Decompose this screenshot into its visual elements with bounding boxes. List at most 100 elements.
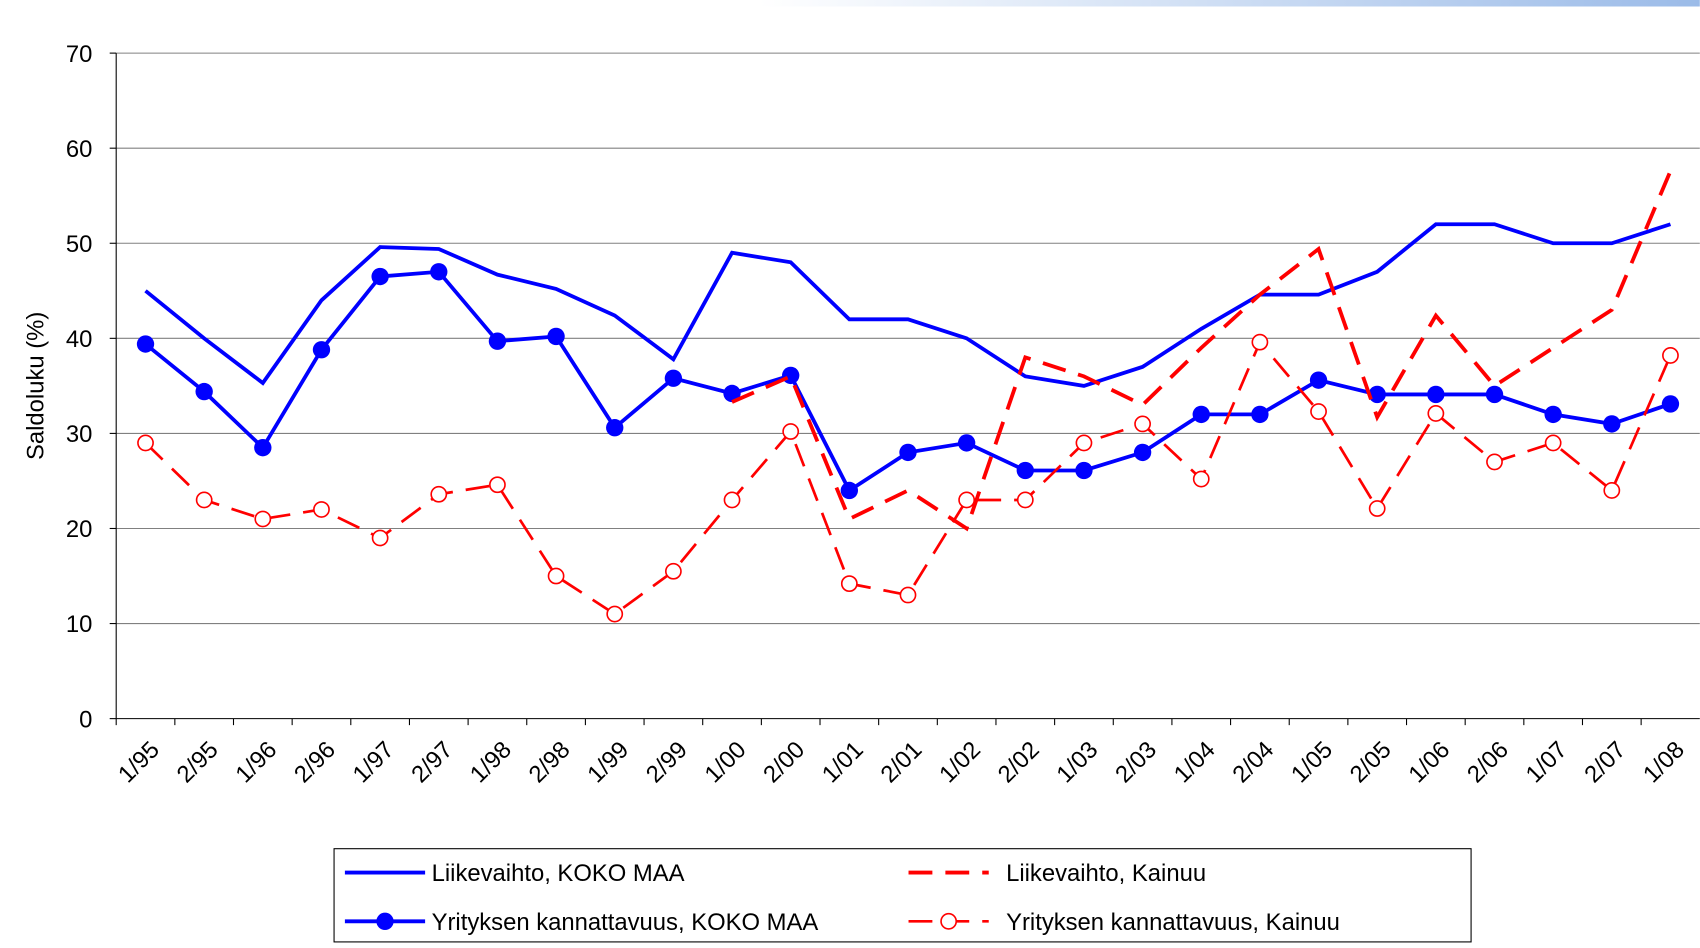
x-tick-label: 1/06	[1403, 736, 1455, 788]
y-tick-label: 70	[66, 41, 93, 68]
x-tick-label: 1/05	[1286, 736, 1338, 788]
marker	[1251, 405, 1269, 424]
y-tick-label: 40	[66, 326, 93, 353]
marker	[1368, 500, 1386, 517]
x-tick-label: 1/04	[1169, 736, 1221, 788]
marker	[488, 332, 507, 350]
marker	[1603, 415, 1621, 433]
marker	[313, 501, 330, 518]
series-line	[144, 222, 1672, 388]
marker	[195, 382, 213, 401]
legend-label: Yrityksen kannattavuus, Kainuu	[1006, 909, 1340, 936]
marker	[1251, 333, 1269, 351]
legend-label: Liikevaihto, Kainuu	[1006, 860, 1206, 887]
x-tick-label: 2/04	[1227, 736, 1279, 788]
marker	[371, 267, 389, 286]
x-tick-label: 1/98	[465, 736, 517, 788]
marker	[1192, 470, 1210, 488]
marker	[376, 912, 394, 930]
marker	[195, 491, 213, 509]
x-tick-label: 1/97	[348, 736, 400, 788]
marker	[1603, 482, 1621, 499]
y-axis-label: Saldoluku (%)	[23, 312, 50, 460]
marker	[371, 529, 389, 547]
x-tick-label: 1/03	[1051, 736, 1103, 788]
marker	[899, 586, 917, 604]
marker	[606, 419, 624, 437]
x-tick-label: 1/07	[1521, 736, 1573, 788]
x-tick-label: 2/01	[876, 736, 928, 788]
marker	[254, 438, 272, 457]
marker	[782, 423, 800, 440]
marker	[1309, 371, 1328, 389]
y-tick-label: 30	[66, 421, 93, 448]
x-tick-label: 2/06	[1462, 736, 1514, 788]
marker	[1192, 405, 1210, 424]
marker	[1427, 405, 1445, 422]
marker	[1133, 443, 1152, 462]
marker	[1075, 461, 1093, 480]
marker	[1427, 385, 1445, 404]
x-tick-label: 2/95	[172, 736, 224, 788]
marker	[723, 491, 741, 509]
series-line	[731, 170, 1673, 532]
x-tick-label: 2/02	[993, 736, 1045, 788]
marker	[1544, 434, 1562, 452]
marker	[1661, 395, 1680, 413]
x-tick-label: 1/02	[934, 736, 986, 788]
legend-label: Yrityksen kannattavuus, KOKO MAA	[432, 909, 819, 936]
x-tick-label: 1/01	[817, 736, 869, 788]
x-tick-label: 2/03	[1110, 736, 1162, 788]
decor-bar	[758, 0, 1700, 7]
marker	[606, 605, 624, 623]
marker	[254, 510, 272, 528]
marker	[1662, 347, 1679, 364]
legend	[333, 848, 1472, 943]
x-tick-label: 2/05	[1345, 736, 1397, 788]
marker	[1368, 385, 1386, 404]
marker	[840, 575, 858, 593]
marker	[1485, 385, 1504, 404]
marker	[1134, 415, 1151, 433]
x-tick-label: 2/00	[758, 736, 810, 788]
y-tick-label: 50	[66, 231, 93, 258]
marker	[547, 327, 565, 346]
marker	[1075, 434, 1093, 452]
marker	[136, 335, 155, 353]
x-tick-label: 2/96	[289, 736, 341, 788]
marker	[782, 366, 800, 385]
marker	[489, 476, 506, 494]
marker	[137, 434, 154, 452]
y-tick-label: 0	[79, 706, 92, 733]
marker	[430, 485, 448, 503]
marker	[1016, 461, 1034, 480]
marker	[430, 263, 448, 281]
marker	[1310, 403, 1327, 420]
marker	[899, 443, 917, 462]
marker	[957, 434, 976, 452]
x-tick-label: 2/07	[1579, 736, 1631, 788]
marker	[840, 481, 859, 500]
x-tick-label: 2/99	[641, 736, 693, 788]
marker	[940, 912, 958, 930]
x-tick-label: 1/99	[582, 736, 634, 788]
marker	[547, 567, 565, 585]
marker	[1016, 491, 1034, 509]
legend-label: Liikevaihto, KOKO MAA	[432, 860, 685, 887]
x-tick-label: 1/95	[113, 736, 165, 788]
marker	[958, 491, 976, 509]
marker	[312, 341, 331, 359]
marker	[723, 384, 741, 403]
y-tick-label: 10	[66, 611, 93, 638]
series-line	[144, 339, 1672, 616]
x-tick-label: 2/98	[524, 736, 576, 788]
marker	[1486, 453, 1503, 471]
marker	[664, 562, 682, 580]
x-tick-label: 2/97	[406, 736, 458, 788]
x-tick-label: 1/00	[700, 736, 752, 788]
marker	[1544, 405, 1562, 424]
y-tick-label: 20	[66, 516, 93, 543]
y-tick-label: 60	[66, 136, 93, 163]
